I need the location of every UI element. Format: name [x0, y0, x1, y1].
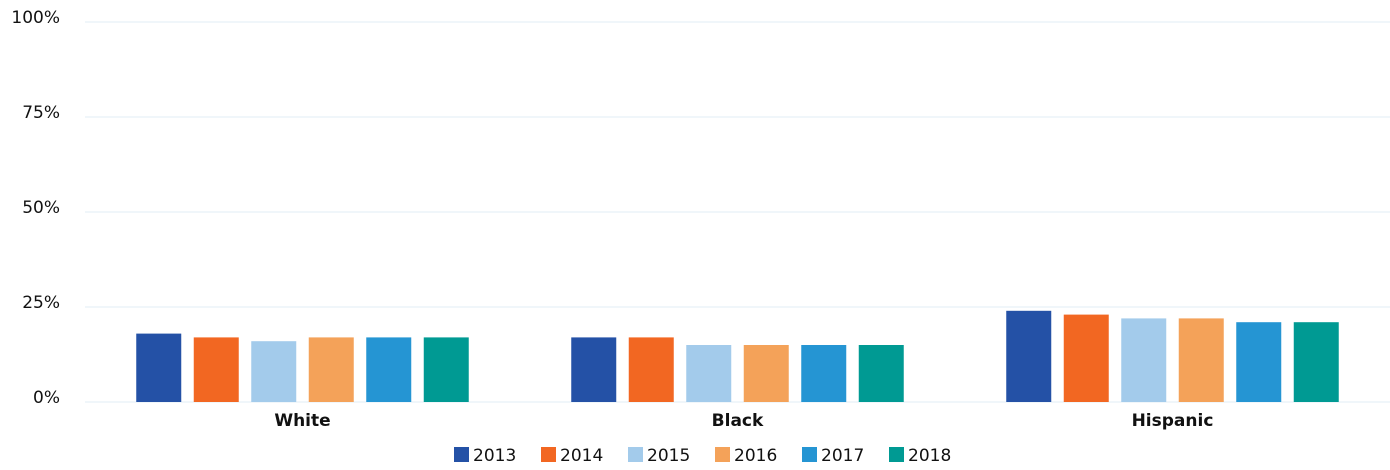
bar — [136, 333, 182, 402]
bar — [193, 337, 239, 402]
bar — [628, 337, 674, 402]
x-tick-label: Black — [712, 411, 764, 431]
x-tick-label: White — [274, 411, 330, 431]
bar — [251, 341, 297, 402]
y-tick-label: 25% — [22, 293, 60, 313]
legend-label: 2018 — [908, 446, 951, 466]
bar — [1121, 318, 1167, 402]
bar — [1178, 318, 1224, 402]
legend-swatch — [454, 447, 469, 462]
bar — [1293, 322, 1339, 402]
legend-label: 2015 — [647, 446, 690, 466]
legend-swatch — [889, 447, 904, 462]
y-tick-label: 100% — [11, 8, 60, 28]
bar — [801, 345, 847, 402]
legend-label: 2014 — [560, 446, 603, 466]
legend-swatch — [802, 447, 817, 462]
bar — [308, 337, 354, 402]
legend-swatch — [541, 447, 556, 462]
bar — [686, 345, 732, 402]
legend-swatch — [715, 447, 730, 462]
legend-label: 2017 — [821, 446, 864, 466]
bar — [1236, 322, 1282, 402]
bar — [366, 337, 412, 402]
y-tick-label: 75% — [22, 103, 60, 123]
legend-label: 2013 — [473, 446, 516, 466]
y-tick-label: 0% — [33, 388, 60, 408]
bar — [1006, 310, 1052, 402]
legend-label: 2016 — [734, 446, 777, 466]
bar — [858, 345, 904, 402]
bar — [571, 337, 617, 402]
x-tick-label: Hispanic — [1132, 411, 1214, 431]
bar — [743, 345, 789, 402]
bar — [1063, 314, 1109, 402]
y-tick-label: 50% — [22, 198, 60, 218]
bar — [423, 337, 469, 402]
legend-swatch — [628, 447, 643, 462]
